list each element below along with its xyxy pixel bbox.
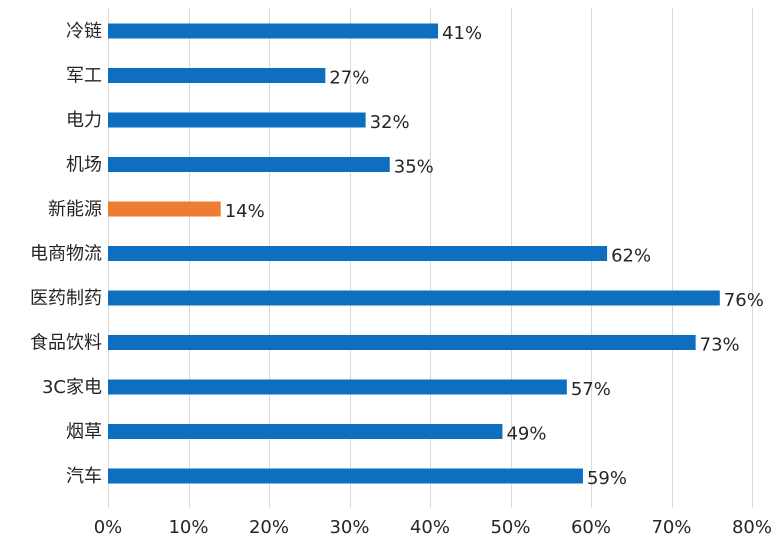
x-tick-label: 60% bbox=[571, 517, 611, 538]
category-label: 电力 bbox=[66, 110, 102, 131]
data-label: 49% bbox=[506, 424, 546, 445]
category-label: 新能源 bbox=[48, 199, 102, 220]
category-label: 3C家电 bbox=[42, 377, 102, 398]
data-label: 14% bbox=[225, 201, 265, 222]
bar bbox=[108, 290, 720, 306]
category-label: 医药制药 bbox=[30, 288, 102, 309]
data-label: 35% bbox=[394, 157, 434, 178]
data-label: 27% bbox=[329, 68, 369, 89]
category-label: 电商物流 bbox=[30, 244, 102, 265]
category-label: 食品饮料 bbox=[30, 333, 102, 354]
bar bbox=[108, 23, 439, 39]
x-tick-label: 30% bbox=[329, 517, 369, 538]
category-label: 烟草 bbox=[66, 422, 102, 443]
x-tick-label: 50% bbox=[490, 517, 530, 538]
bar bbox=[108, 379, 567, 395]
x-axis-ticks: 0% 10% 20% 30% 40% 50% 60% 70% 80% bbox=[94, 517, 772, 538]
data-label: 41% bbox=[442, 23, 482, 44]
x-tick-label: 20% bbox=[249, 517, 289, 538]
x-tick-label: 80% bbox=[732, 517, 772, 538]
bar bbox=[108, 468, 583, 484]
value-labels: 41% 27% 32% 35% 14% 62% 76% 73% 57% 49% 59% bbox=[225, 23, 764, 489]
data-label: 76% bbox=[724, 290, 764, 311]
bar bbox=[108, 424, 503, 439]
data-label: 59% bbox=[587, 468, 627, 489]
x-tick-label: 10% bbox=[168, 517, 208, 538]
category-label: 汽车 bbox=[66, 466, 102, 487]
bar bbox=[108, 201, 221, 217]
bar bbox=[108, 335, 696, 350]
x-tick-label: 0% bbox=[94, 517, 123, 538]
category-label: 军工 bbox=[66, 66, 102, 87]
category-label: 机场 bbox=[66, 155, 102, 176]
bar bbox=[108, 112, 366, 128]
category-label: 冷链 bbox=[66, 21, 102, 42]
x-tick-label: 70% bbox=[651, 517, 691, 538]
data-label: 57% bbox=[571, 379, 611, 400]
bar bbox=[108, 157, 390, 172]
bar bbox=[108, 246, 608, 261]
data-label: 32% bbox=[370, 112, 410, 133]
bar bbox=[108, 68, 326, 83]
data-label: 62% bbox=[611, 246, 651, 267]
x-tick-label: 40% bbox=[410, 517, 450, 538]
bar-layer bbox=[108, 23, 720, 484]
data-label: 73% bbox=[700, 335, 740, 356]
